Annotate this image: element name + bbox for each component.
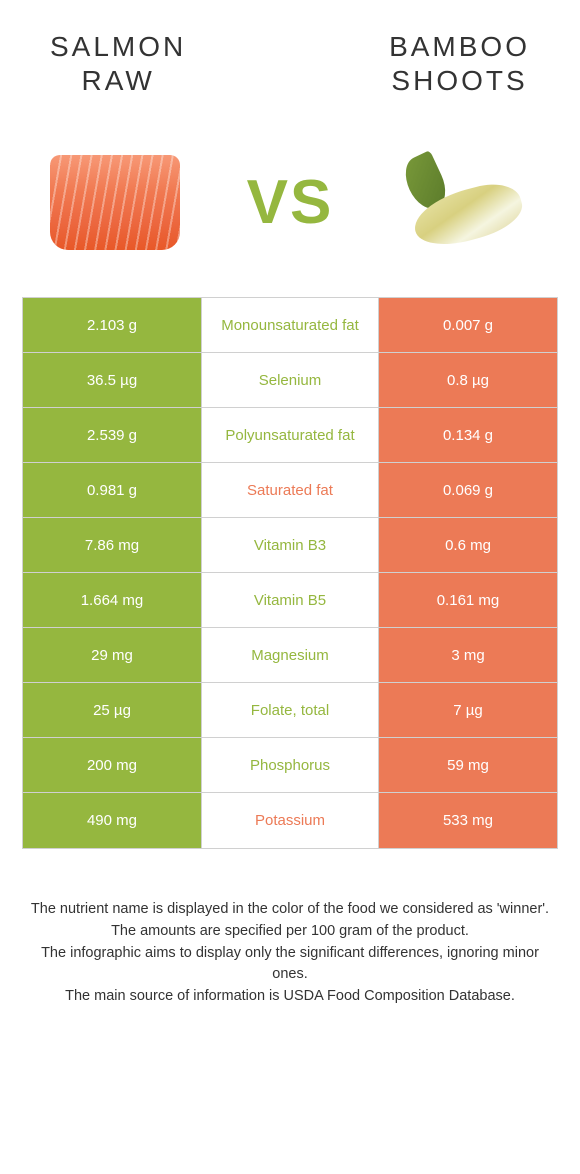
- table-row: 490 mgPotassium533 mg: [23, 793, 557, 848]
- table-row: 2.539 gPolyunsaturated fat0.134 g: [23, 408, 557, 463]
- nutrient-name: Potassium: [201, 793, 379, 848]
- value-right: 0.161 mg: [379, 573, 557, 627]
- nutrient-name: Monounsaturated fat: [201, 298, 379, 352]
- value-left: 0.981 g: [23, 463, 201, 517]
- value-left: 490 mg: [23, 793, 201, 848]
- nutrient-name: Folate, total: [201, 683, 379, 737]
- value-left: 7.86 mg: [23, 518, 201, 572]
- table-row: 25 µgFolate, total7 µg: [23, 683, 557, 738]
- table-row: 2.103 gMonounsaturated fat0.007 g: [23, 298, 557, 353]
- table-row: 0.981 gSaturated fat0.069 g: [23, 463, 557, 518]
- nutrient-name: Saturated fat: [201, 463, 379, 517]
- table-row: 200 mgPhosphorus59 mg: [23, 738, 557, 793]
- footer-line: The nutrient name is displayed in the co…: [30, 899, 550, 921]
- table-row: 7.86 mgVitamin B30.6 mg: [23, 518, 557, 573]
- header: SALMON RAW BAMBOO SHOOTS: [0, 0, 580, 117]
- salmon-image: [40, 147, 190, 257]
- value-left: 25 µg: [23, 683, 201, 737]
- value-left: 36.5 µg: [23, 353, 201, 407]
- value-left: 29 mg: [23, 628, 201, 682]
- table-row: 29 mgMagnesium3 mg: [23, 628, 557, 683]
- vs-label: VS: [247, 167, 334, 238]
- table-row: 36.5 µgSelenium0.8 µg: [23, 353, 557, 408]
- value-right: 3 mg: [379, 628, 557, 682]
- value-right: 0.134 g: [379, 408, 557, 462]
- footer-line: The amounts are specified per 100 gram o…: [30, 921, 550, 943]
- value-left: 1.664 mg: [23, 573, 201, 627]
- nutrient-name: Polyunsaturated fat: [201, 408, 379, 462]
- value-left: 200 mg: [23, 738, 201, 792]
- nutrient-name: Magnesium: [201, 628, 379, 682]
- nutrient-name: Vitamin B3: [201, 518, 379, 572]
- food-title-right: BAMBOO SHOOTS: [389, 30, 530, 97]
- value-right: 59 mg: [379, 738, 557, 792]
- value-right: 7 µg: [379, 683, 557, 737]
- value-right: 0.007 g: [379, 298, 557, 352]
- footer-line: The main source of information is USDA F…: [30, 986, 550, 1008]
- value-right: 0.8 µg: [379, 353, 557, 407]
- vs-row: VS: [0, 117, 580, 297]
- nutrient-name: Vitamin B5: [201, 573, 379, 627]
- value-right: 533 mg: [379, 793, 557, 848]
- value-right: 0.069 g: [379, 463, 557, 517]
- footer-notes: The nutrient name is displayed in the co…: [0, 849, 580, 1008]
- value-left: 2.539 g: [23, 408, 201, 462]
- footer-line: The infographic aims to display only the…: [30, 943, 550, 987]
- value-left: 2.103 g: [23, 298, 201, 352]
- nutrient-table: 2.103 gMonounsaturated fat0.007 g36.5 µg…: [22, 297, 558, 849]
- nutrient-name: Phosphorus: [201, 738, 379, 792]
- food-title-left: SALMON RAW: [50, 30, 186, 97]
- nutrient-name: Selenium: [201, 353, 379, 407]
- value-right: 0.6 mg: [379, 518, 557, 572]
- bamboo-image: [390, 147, 540, 257]
- table-row: 1.664 mgVitamin B50.161 mg: [23, 573, 557, 628]
